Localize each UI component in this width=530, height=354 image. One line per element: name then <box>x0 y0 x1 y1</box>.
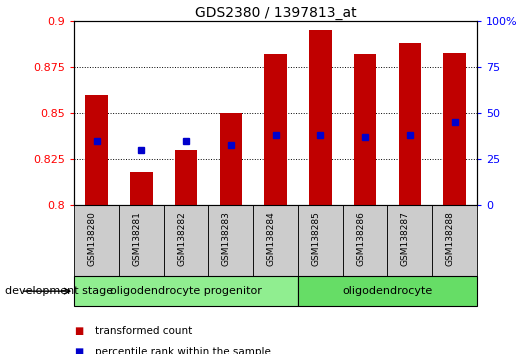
Bar <box>74 276 298 306</box>
Bar <box>253 205 298 276</box>
Text: oligodendrocyte: oligodendrocyte <box>342 286 432 296</box>
Bar <box>175 150 197 205</box>
Text: oligodendrocyte progenitor: oligodendrocyte progenitor <box>110 286 262 296</box>
Title: GDS2380 / 1397813_at: GDS2380 / 1397813_at <box>195 6 356 20</box>
Text: GSM138284: GSM138284 <box>267 211 276 266</box>
Text: GSM138288: GSM138288 <box>446 211 455 266</box>
Bar <box>74 205 119 276</box>
Bar <box>298 205 343 276</box>
Bar <box>343 205 387 276</box>
Text: GSM138281: GSM138281 <box>132 211 142 266</box>
Text: ■: ■ <box>74 326 83 336</box>
Text: GSM138286: GSM138286 <box>356 211 365 266</box>
Bar <box>309 30 332 205</box>
Text: ■: ■ <box>74 347 83 354</box>
Bar <box>387 205 432 276</box>
Bar <box>354 55 376 205</box>
Bar <box>298 276 477 306</box>
Text: GSM138285: GSM138285 <box>311 211 320 266</box>
Bar <box>219 113 242 205</box>
Text: GSM138280: GSM138280 <box>87 211 96 266</box>
Bar <box>264 55 287 205</box>
Bar <box>208 205 253 276</box>
Bar <box>85 95 108 205</box>
Text: percentile rank within the sample: percentile rank within the sample <box>95 347 271 354</box>
Text: GSM138287: GSM138287 <box>401 211 410 266</box>
Bar <box>444 52 466 205</box>
Bar <box>399 43 421 205</box>
Bar <box>119 205 164 276</box>
Bar <box>130 172 153 205</box>
Text: transformed count: transformed count <box>95 326 192 336</box>
Bar <box>432 205 477 276</box>
Text: development stage: development stage <box>5 286 113 296</box>
Text: GSM138283: GSM138283 <box>222 211 231 266</box>
Bar <box>164 205 208 276</box>
Text: GSM138282: GSM138282 <box>177 211 186 266</box>
